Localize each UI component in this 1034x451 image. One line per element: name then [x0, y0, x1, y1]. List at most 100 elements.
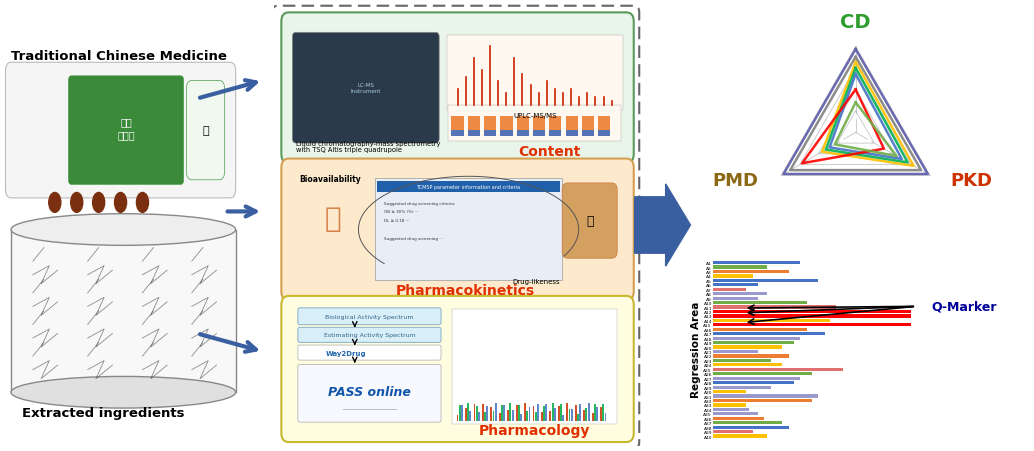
Bar	[482, 404, 484, 421]
Bar	[549, 411, 551, 421]
FancyBboxPatch shape	[298, 327, 442, 343]
Bar	[552, 404, 553, 421]
Bar	[585, 408, 587, 421]
Bar	[713, 395, 818, 398]
Text: Traditional Chinese Medicine: Traditional Chinese Medicine	[11, 50, 226, 63]
Text: 🍶: 🍶	[203, 126, 209, 136]
Text: TCMSP parameter information and criteria: TCMSP parameter information and criteria	[417, 184, 521, 189]
Bar	[498, 414, 500, 421]
Bar	[516, 405, 518, 421]
FancyArrow shape	[635, 184, 691, 267]
FancyBboxPatch shape	[375, 179, 562, 281]
Text: 💊: 💊	[586, 215, 594, 228]
Bar	[603, 404, 604, 421]
Bar	[484, 117, 496, 137]
Bar	[484, 130, 496, 137]
Bar	[526, 411, 528, 421]
Bar	[587, 404, 589, 421]
Bar	[713, 364, 782, 367]
Bar	[508, 410, 509, 421]
Bar	[600, 407, 602, 421]
Bar	[594, 404, 596, 421]
Bar	[518, 405, 520, 421]
Bar	[713, 332, 825, 336]
Text: 脉络
舒通丸: 脉络 舒通丸	[117, 117, 134, 140]
Bar	[546, 404, 547, 421]
FancyBboxPatch shape	[281, 296, 634, 442]
FancyBboxPatch shape	[281, 14, 634, 164]
Ellipse shape	[11, 377, 236, 408]
Bar	[575, 405, 577, 421]
Text: UPLC-MS/MS: UPLC-MS/MS	[513, 113, 556, 119]
Text: Pharmacokinetics: Pharmacokinetics	[395, 284, 535, 298]
Bar	[543, 406, 545, 421]
Bar	[534, 130, 545, 137]
Bar	[490, 407, 492, 421]
Y-axis label: Regression Area: Regression Area	[691, 301, 701, 398]
Bar	[713, 262, 800, 265]
Bar	[713, 412, 759, 415]
FancyBboxPatch shape	[298, 365, 442, 422]
Bar	[562, 415, 565, 421]
Bar	[549, 130, 561, 137]
FancyBboxPatch shape	[452, 309, 617, 424]
Bar	[566, 117, 578, 137]
Bar	[452, 117, 463, 137]
FancyBboxPatch shape	[562, 184, 617, 258]
Circle shape	[49, 193, 61, 213]
Bar	[713, 310, 911, 313]
Bar	[713, 346, 782, 349]
FancyBboxPatch shape	[298, 345, 442, 360]
Bar	[713, 301, 808, 304]
Bar	[713, 373, 813, 376]
Bar	[713, 408, 750, 411]
Circle shape	[136, 193, 149, 213]
FancyBboxPatch shape	[447, 36, 622, 110]
Bar	[713, 399, 813, 402]
Text: 🧍: 🧍	[325, 205, 341, 233]
Bar	[713, 434, 767, 437]
Bar	[713, 430, 753, 433]
Bar	[713, 426, 789, 429]
Bar	[558, 406, 559, 421]
Bar	[597, 407, 598, 421]
Text: DL ≥ 0.18 ···: DL ≥ 0.18 ···	[385, 219, 409, 223]
Bar	[577, 414, 579, 421]
Bar	[713, 417, 764, 420]
Bar	[713, 323, 911, 327]
FancyBboxPatch shape	[68, 77, 184, 185]
Bar	[517, 117, 528, 137]
Bar	[11, 230, 236, 392]
Bar	[583, 410, 585, 421]
Bar	[582, 130, 595, 137]
Bar	[457, 415, 458, 421]
Bar	[500, 117, 513, 137]
Bar	[713, 337, 800, 340]
Circle shape	[70, 193, 83, 213]
Bar	[713, 297, 759, 300]
Text: Content: Content	[518, 145, 580, 159]
Text: Estimating Activity Spectrum: Estimating Activity Spectrum	[324, 333, 416, 338]
FancyBboxPatch shape	[281, 159, 634, 301]
Bar	[504, 405, 505, 421]
Bar	[599, 117, 610, 137]
Bar	[533, 406, 535, 421]
Text: Bioavailability: Bioavailability	[300, 175, 362, 184]
Bar	[484, 412, 486, 421]
Bar	[713, 270, 789, 273]
Bar	[467, 404, 469, 421]
Bar	[713, 421, 782, 424]
Bar	[541, 412, 543, 421]
Bar	[520, 414, 522, 421]
Bar	[713, 341, 794, 345]
Circle shape	[93, 193, 104, 213]
Text: Suggested drug screening criteria:: Suggested drug screening criteria:	[385, 201, 455, 205]
Bar	[566, 130, 578, 137]
Bar	[713, 354, 789, 358]
Bar	[510, 403, 512, 421]
Text: Pharmacology: Pharmacology	[479, 423, 590, 437]
Text: Biological Activity Spectrum: Biological Activity Spectrum	[326, 314, 414, 319]
Bar	[582, 117, 595, 137]
Bar	[492, 411, 494, 421]
Text: Drug-likeness: Drug-likeness	[513, 279, 560, 285]
